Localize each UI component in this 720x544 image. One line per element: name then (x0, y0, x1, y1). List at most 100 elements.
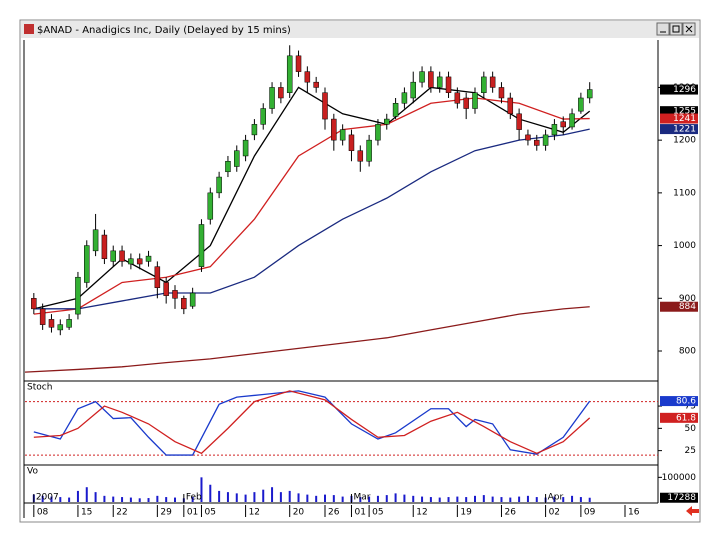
candle-body (525, 134, 531, 141)
candle-body (331, 118, 337, 141)
major-x-tick-label: Feb (186, 493, 202, 503)
candle-body (189, 292, 196, 307)
candle-body (516, 113, 522, 130)
volume-bar (518, 496, 521, 502)
scroll-arrow[interactable] (686, 506, 699, 516)
volume-bar (209, 484, 212, 502)
x-tick-label: 20 (293, 508, 305, 518)
x-tick-label: 05 (372, 508, 383, 518)
x-tick-label: 26 (328, 508, 340, 518)
volume-bar (385, 495, 388, 502)
window-button-glyphs (660, 25, 693, 33)
x-tick-label: 12 (416, 508, 427, 518)
volume-bar (288, 490, 291, 502)
candle-body (481, 76, 487, 93)
candle-body (92, 229, 99, 252)
x-tick-label: 29 (160, 508, 172, 518)
y-tick-label: 1000 (673, 241, 696, 251)
value-tag-label: 17288 (667, 493, 696, 503)
volume-bar (94, 492, 97, 502)
candle-body (101, 234, 108, 260)
value-tag-label: 1296 (673, 85, 696, 95)
volume-bar (332, 495, 335, 502)
candle-body (84, 245, 90, 283)
value-tag-label: 1221 (673, 125, 696, 135)
candle-body (128, 258, 134, 265)
volume-bar (121, 497, 124, 502)
candle-body (419, 71, 425, 83)
volume-bar (394, 493, 397, 502)
volume-bar (244, 494, 247, 502)
candle-body (234, 150, 240, 167)
candle-body (278, 87, 284, 99)
volume-bar (553, 496, 556, 502)
y-tick-label: 800 (679, 347, 696, 357)
x-tick-label: 15 (81, 508, 92, 518)
candle-body (119, 250, 125, 262)
volume-bar (465, 497, 468, 502)
y-tick-label: 25 (685, 446, 696, 456)
candle-body (410, 81, 416, 99)
volume-bar (59, 497, 62, 502)
x-tick-label: 22 (116, 508, 127, 518)
candle-body (39, 308, 46, 325)
candle-body (295, 55, 302, 72)
y-tick-label: 1200 (673, 136, 696, 146)
volume-bar (412, 495, 415, 502)
volume-bar (147, 498, 150, 502)
app-icon (24, 24, 34, 34)
x-tick-label: 16 (628, 508, 640, 518)
maximize-button[interactable] (669, 22, 683, 36)
candle-body (110, 250, 116, 262)
volume-bar (50, 496, 53, 502)
volume-bar (571, 495, 574, 502)
volume-bar (41, 495, 44, 502)
major-x-tick-label: Apr (548, 493, 564, 503)
indicator-line (33, 390, 591, 455)
candle-body (569, 113, 575, 128)
candle-body (57, 324, 64, 331)
candle-body (357, 150, 364, 162)
candle-body (428, 71, 434, 88)
volume-bar (368, 496, 371, 502)
volume-bar (324, 494, 326, 502)
value-tag-label: 884 (679, 302, 696, 312)
candle-body (578, 97, 584, 112)
value-tag (660, 113, 698, 124)
volume-bar (588, 497, 591, 502)
candle-body (534, 139, 540, 146)
volume-bar (315, 495, 318, 502)
candle-body (472, 92, 478, 109)
candle-body (542, 134, 549, 146)
volume-bar (279, 492, 282, 502)
candle-body (322, 92, 328, 120)
volume-bar (474, 495, 476, 502)
value-tag-label: 80.6 (676, 397, 696, 407)
volume-bar (500, 497, 503, 502)
y-tick-label: 75 (685, 402, 696, 412)
volume-bar (535, 497, 538, 502)
candle-body (225, 160, 231, 173)
volume-bar (226, 492, 229, 502)
candle-body (31, 298, 37, 310)
candle-body (198, 224, 205, 267)
volume-bar (85, 487, 88, 502)
volume-bar (482, 495, 485, 502)
volume-bar (112, 496, 115, 502)
minimize-button[interactable] (656, 22, 670, 36)
candle-body (154, 266, 161, 289)
candle-body (489, 76, 496, 88)
candle-body (313, 81, 319, 88)
volume-bar (174, 497, 176, 502)
candle-body (286, 55, 293, 93)
volume-bar (456, 496, 459, 502)
volume-bar (76, 490, 79, 502)
candle-body (445, 76, 452, 93)
candle-body (384, 118, 390, 125)
candle-body (507, 97, 514, 115)
candle-body (375, 124, 381, 141)
value-tag (660, 106, 698, 117)
x-tick-label: 19 (460, 508, 472, 518)
volume-bar (297, 493, 300, 502)
